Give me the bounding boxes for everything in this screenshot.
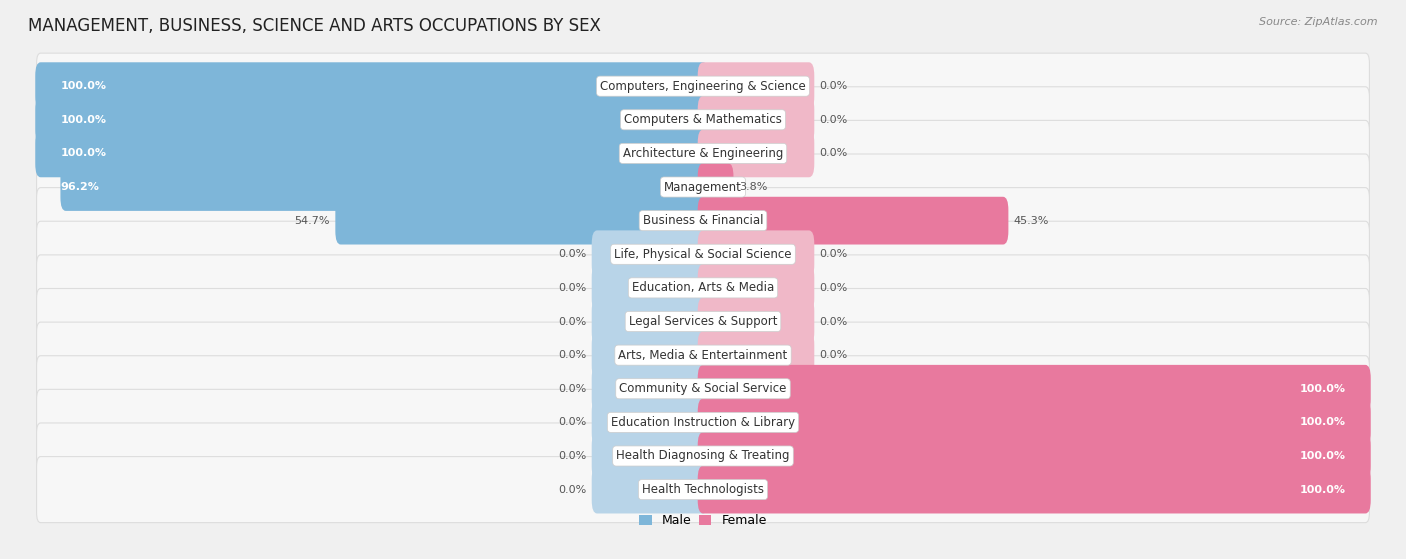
- Text: 0.0%: 0.0%: [558, 383, 586, 394]
- FancyBboxPatch shape: [592, 331, 709, 379]
- FancyBboxPatch shape: [37, 356, 1369, 421]
- FancyBboxPatch shape: [35, 130, 709, 177]
- Text: Health Technologists: Health Technologists: [643, 483, 763, 496]
- FancyBboxPatch shape: [37, 87, 1369, 153]
- Text: Health Diagnosing & Treating: Health Diagnosing & Treating: [616, 449, 790, 462]
- Text: Business & Financial: Business & Financial: [643, 214, 763, 227]
- FancyBboxPatch shape: [37, 457, 1369, 523]
- Text: Community & Social Service: Community & Social Service: [619, 382, 787, 395]
- FancyBboxPatch shape: [37, 423, 1369, 489]
- FancyBboxPatch shape: [592, 432, 709, 480]
- Text: 0.0%: 0.0%: [820, 249, 848, 259]
- FancyBboxPatch shape: [336, 197, 709, 244]
- Text: 0.0%: 0.0%: [820, 316, 848, 326]
- Text: 0.0%: 0.0%: [820, 115, 848, 125]
- FancyBboxPatch shape: [37, 221, 1369, 287]
- FancyBboxPatch shape: [697, 163, 734, 211]
- Text: 54.7%: 54.7%: [294, 216, 330, 226]
- Text: 100.0%: 100.0%: [60, 81, 107, 91]
- Text: 100.0%: 100.0%: [1299, 485, 1346, 495]
- FancyBboxPatch shape: [60, 163, 709, 211]
- FancyBboxPatch shape: [37, 188, 1369, 254]
- Text: 96.2%: 96.2%: [60, 182, 100, 192]
- Text: Education Instruction & Library: Education Instruction & Library: [612, 416, 794, 429]
- FancyBboxPatch shape: [697, 96, 814, 144]
- Text: 100.0%: 100.0%: [1299, 383, 1346, 394]
- Text: Source: ZipAtlas.com: Source: ZipAtlas.com: [1260, 17, 1378, 27]
- Text: 0.0%: 0.0%: [558, 418, 586, 428]
- FancyBboxPatch shape: [697, 62, 814, 110]
- Text: 45.3%: 45.3%: [1014, 216, 1049, 226]
- Text: 0.0%: 0.0%: [558, 283, 586, 293]
- FancyBboxPatch shape: [697, 331, 814, 379]
- Text: 0.0%: 0.0%: [558, 249, 586, 259]
- Text: 0.0%: 0.0%: [558, 451, 586, 461]
- FancyBboxPatch shape: [592, 297, 709, 345]
- Text: Life, Physical & Social Science: Life, Physical & Social Science: [614, 248, 792, 260]
- FancyBboxPatch shape: [697, 432, 1371, 480]
- Text: MANAGEMENT, BUSINESS, SCIENCE AND ARTS OCCUPATIONS BY SEX: MANAGEMENT, BUSINESS, SCIENCE AND ARTS O…: [28, 17, 600, 35]
- Text: 0.0%: 0.0%: [820, 283, 848, 293]
- Text: Education, Arts & Media: Education, Arts & Media: [631, 281, 775, 295]
- FancyBboxPatch shape: [697, 197, 1008, 244]
- FancyBboxPatch shape: [37, 120, 1369, 186]
- Text: 100.0%: 100.0%: [1299, 418, 1346, 428]
- FancyBboxPatch shape: [592, 466, 709, 514]
- Text: 0.0%: 0.0%: [558, 485, 586, 495]
- FancyBboxPatch shape: [697, 230, 814, 278]
- FancyBboxPatch shape: [35, 62, 709, 110]
- FancyBboxPatch shape: [592, 365, 709, 413]
- FancyBboxPatch shape: [592, 399, 709, 446]
- Text: 0.0%: 0.0%: [820, 350, 848, 360]
- FancyBboxPatch shape: [592, 264, 709, 312]
- Text: Arts, Media & Entertainment: Arts, Media & Entertainment: [619, 349, 787, 362]
- FancyBboxPatch shape: [697, 130, 814, 177]
- FancyBboxPatch shape: [37, 288, 1369, 354]
- Text: 0.0%: 0.0%: [558, 350, 586, 360]
- FancyBboxPatch shape: [37, 390, 1369, 456]
- FancyBboxPatch shape: [37, 154, 1369, 220]
- Text: Architecture & Engineering: Architecture & Engineering: [623, 147, 783, 160]
- FancyBboxPatch shape: [697, 399, 1371, 446]
- Text: 100.0%: 100.0%: [60, 115, 107, 125]
- FancyBboxPatch shape: [697, 264, 814, 312]
- FancyBboxPatch shape: [697, 466, 1371, 514]
- Text: 100.0%: 100.0%: [1299, 451, 1346, 461]
- Text: 0.0%: 0.0%: [820, 81, 848, 91]
- Text: 0.0%: 0.0%: [558, 316, 586, 326]
- FancyBboxPatch shape: [697, 365, 1371, 413]
- FancyBboxPatch shape: [37, 255, 1369, 321]
- FancyBboxPatch shape: [697, 297, 814, 345]
- Text: 0.0%: 0.0%: [820, 148, 848, 158]
- FancyBboxPatch shape: [35, 96, 709, 144]
- Text: Management: Management: [664, 181, 742, 193]
- FancyBboxPatch shape: [37, 53, 1369, 119]
- Text: Computers & Mathematics: Computers & Mathematics: [624, 113, 782, 126]
- Text: 100.0%: 100.0%: [60, 148, 107, 158]
- FancyBboxPatch shape: [592, 230, 709, 278]
- FancyBboxPatch shape: [37, 322, 1369, 388]
- Legend: Male, Female: Male, Female: [634, 509, 772, 532]
- Text: 3.8%: 3.8%: [738, 182, 768, 192]
- Text: Legal Services & Support: Legal Services & Support: [628, 315, 778, 328]
- Text: Computers, Engineering & Science: Computers, Engineering & Science: [600, 80, 806, 93]
